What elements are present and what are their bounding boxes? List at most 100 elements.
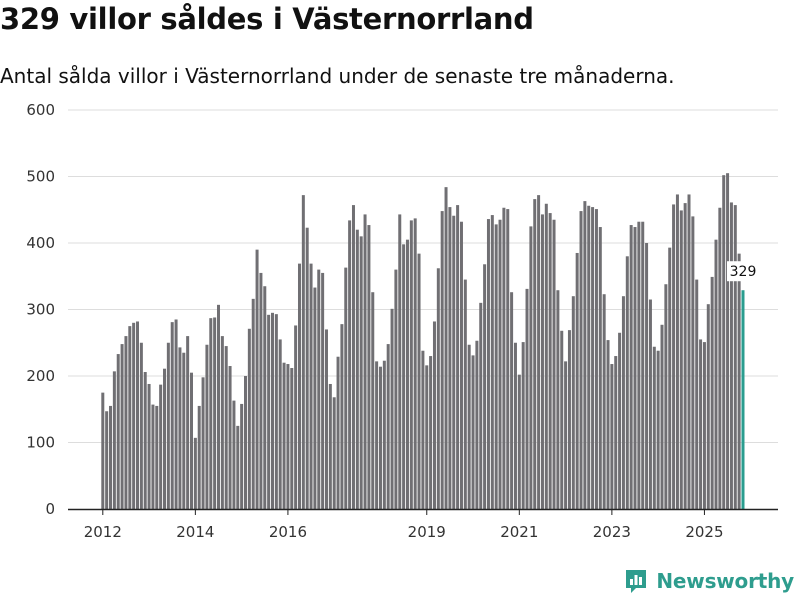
bar bbox=[490, 215, 494, 509]
y-tick-label: 400 bbox=[26, 234, 55, 252]
bar bbox=[232, 400, 236, 509]
bar bbox=[139, 342, 143, 509]
bar bbox=[274, 314, 278, 509]
bar bbox=[714, 239, 718, 510]
bar bbox=[359, 236, 363, 509]
newsworthy-chart-icon bbox=[626, 570, 647, 593]
bar bbox=[633, 227, 637, 510]
bar bbox=[151, 404, 155, 509]
bar bbox=[363, 214, 367, 509]
bar bbox=[282, 362, 286, 509]
bar bbox=[317, 269, 321, 509]
bar bbox=[706, 304, 710, 509]
bar bbox=[301, 195, 305, 509]
bar bbox=[112, 371, 116, 509]
bar bbox=[267, 314, 271, 509]
bar bbox=[575, 252, 579, 509]
bar bbox=[695, 279, 699, 509]
bar bbox=[220, 336, 224, 509]
annotations: 329 bbox=[727, 261, 761, 282]
bar bbox=[247, 328, 251, 509]
bar bbox=[510, 292, 514, 509]
bar bbox=[182, 352, 186, 509]
bar bbox=[413, 218, 417, 509]
bar bbox=[656, 350, 660, 509]
bar bbox=[297, 263, 301, 509]
bar bbox=[201, 377, 205, 509]
bar bbox=[648, 299, 652, 509]
bar bbox=[494, 224, 498, 509]
bar bbox=[429, 356, 433, 509]
bar bbox=[305, 227, 309, 509]
bar bbox=[405, 239, 409, 510]
brand-logo[interactable]: Newsworthy bbox=[624, 568, 794, 594]
y-tick-label: 0 bbox=[45, 500, 55, 518]
bar bbox=[606, 340, 610, 509]
bar bbox=[378, 366, 382, 509]
bar bbox=[371, 292, 375, 509]
bar bbox=[452, 215, 456, 510]
bar bbox=[251, 298, 255, 509]
bar bbox=[645, 243, 649, 509]
bar bbox=[544, 203, 548, 509]
bar bbox=[190, 372, 193, 509]
bar bbox=[463, 279, 467, 509]
bar bbox=[471, 355, 475, 509]
bar bbox=[610, 364, 614, 509]
bar bbox=[629, 225, 633, 510]
bar bbox=[290, 368, 294, 509]
bar bbox=[683, 203, 687, 509]
bar bbox=[336, 356, 340, 509]
bar bbox=[294, 325, 298, 509]
bar bbox=[571, 296, 575, 509]
bar bbox=[425, 365, 429, 509]
bar bbox=[436, 268, 440, 509]
bar bbox=[583, 201, 587, 510]
bar bbox=[351, 205, 355, 509]
bar bbox=[587, 205, 591, 509]
bar bbox=[614, 356, 618, 509]
bar bbox=[197, 405, 201, 509]
bar bbox=[702, 342, 706, 509]
bar bbox=[166, 342, 170, 509]
bar bbox=[147, 383, 151, 509]
bar bbox=[560, 330, 564, 509]
bar bbox=[637, 221, 641, 509]
bar bbox=[594, 209, 598, 509]
x-tick-label: 2016 bbox=[269, 523, 307, 541]
bar bbox=[540, 214, 544, 509]
chart-title: 329 villor såldes i Västernorrland bbox=[0, 2, 534, 36]
bar bbox=[467, 344, 471, 509]
bar bbox=[394, 269, 398, 509]
bar bbox=[217, 304, 220, 509]
bar bbox=[726, 173, 730, 509]
bar bbox=[186, 336, 190, 509]
bar bbox=[101, 392, 105, 510]
bar bbox=[722, 175, 726, 510]
bar bbox=[533, 199, 537, 510]
bar bbox=[652, 346, 656, 509]
bar bbox=[537, 195, 541, 509]
bar bbox=[448, 207, 452, 509]
bar bbox=[687, 194, 691, 509]
x-tick-label: 2021 bbox=[500, 523, 538, 541]
bar bbox=[193, 437, 197, 509]
bar bbox=[178, 347, 182, 509]
bar bbox=[105, 411, 109, 509]
bar bbox=[386, 344, 390, 509]
bar bbox=[324, 329, 328, 509]
bar bbox=[456, 205, 460, 509]
bar bbox=[109, 405, 113, 509]
bar bbox=[421, 350, 425, 509]
bar bbox=[548, 213, 552, 509]
bar bbox=[668, 247, 672, 509]
bar bbox=[159, 384, 163, 509]
y-tick-label: 100 bbox=[26, 434, 55, 452]
bar bbox=[236, 425, 240, 510]
bar bbox=[116, 354, 120, 509]
bar bbox=[328, 383, 332, 509]
latest-value-label: 329 bbox=[730, 264, 757, 280]
bar bbox=[579, 211, 583, 509]
bar bbox=[521, 342, 525, 509]
